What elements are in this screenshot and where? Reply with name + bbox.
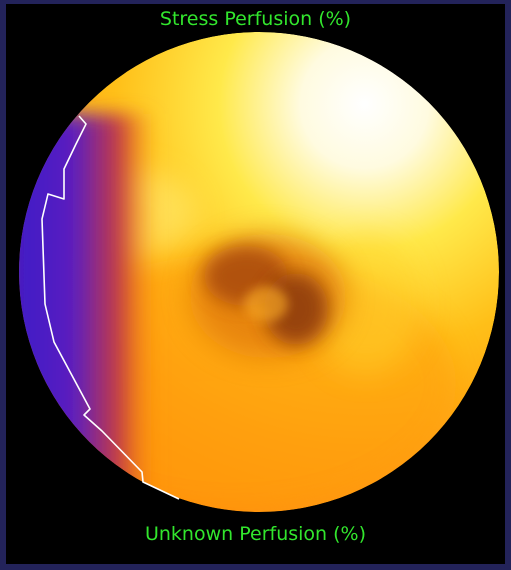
perfusion-disc <box>19 32 499 512</box>
stress-perfusion-label: Stress Perfusion (%) <box>159 8 352 30</box>
unknown-perfusion-label: Unknown Perfusion (%) <box>144 523 366 545</box>
bullseye-polar-map <box>19 32 499 512</box>
defect-outline <box>41 115 180 500</box>
polar-map-panel: Stress Perfusion (%) <box>6 4 505 564</box>
